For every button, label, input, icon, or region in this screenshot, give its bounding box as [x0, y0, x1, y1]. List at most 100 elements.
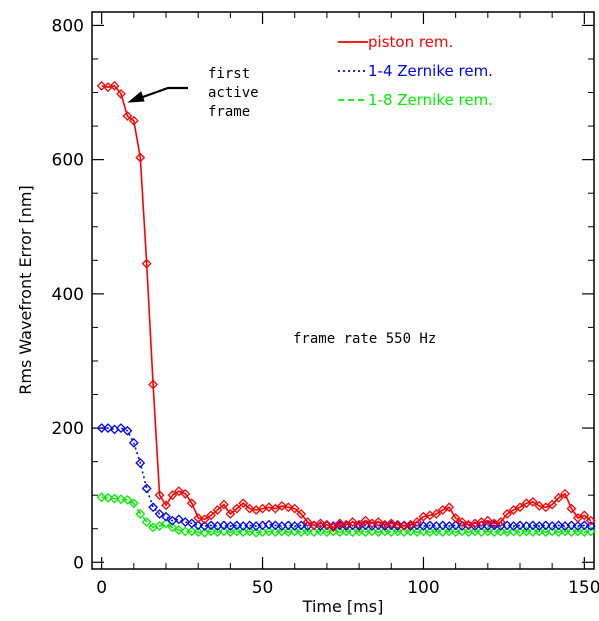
data-point: [296, 520, 307, 531]
data-point: [334, 518, 345, 529]
data-point: [128, 498, 139, 509]
legend: piston rem. 1-4 Zernike rem. 1-8 Zernike r…: [338, 33, 493, 109]
data-point: [412, 517, 422, 527]
data-point: [502, 520, 513, 531]
legend-label: 1-4 Zernike rem.: [368, 62, 493, 80]
data-point: [379, 526, 390, 537]
data-point: [148, 379, 159, 390]
data-point: [173, 486, 184, 497]
data-point: [173, 525, 184, 535]
data-point: [141, 258, 152, 269]
data-point: [315, 526, 326, 537]
data-point: [579, 510, 590, 521]
data-point: [289, 526, 300, 537]
data-point: [122, 494, 133, 505]
data-point: [392, 526, 403, 537]
data-point: [354, 526, 365, 537]
data-point: [244, 520, 255, 531]
data-point: [321, 519, 332, 530]
data-point: [141, 483, 152, 494]
first-active-frame-annotation: first active frame: [127, 66, 259, 120]
data-point: [161, 500, 171, 511]
data-point: [231, 526, 242, 537]
data-point: [225, 509, 236, 519]
data-point: [302, 517, 313, 527]
data-point: [276, 526, 287, 537]
plot-frame: [91, 11, 595, 570]
data-point: [289, 503, 300, 514]
y-tick-label: 200: [52, 419, 84, 439]
data-point: [540, 502, 551, 513]
axis-ticks: 0 50 100 150 0 200 400 600 800: [52, 12, 599, 598]
data-point: [128, 115, 139, 126]
data-point: [116, 423, 126, 433]
data-point: [283, 520, 294, 531]
data-point: [116, 88, 126, 99]
data-point: [470, 526, 480, 537]
data-point: [122, 111, 133, 121]
data-point: [283, 502, 294, 513]
data-point: [193, 513, 204, 523]
data-point: [167, 490, 178, 501]
data-point: [231, 503, 242, 514]
data-point: [450, 513, 461, 523]
data-point: [482, 526, 493, 537]
annotation-arrow: [139, 86, 188, 100]
data-point: [135, 509, 146, 519]
data-point: [109, 493, 120, 504]
series-line: [101, 84, 592, 529]
data-point: [534, 526, 545, 537]
data-point: [431, 509, 442, 519]
data-point: [354, 519, 365, 530]
data-point: [302, 526, 313, 537]
data-point: [392, 519, 403, 530]
data-point: [566, 520, 577, 531]
data-point: [341, 519, 352, 530]
data-point: [96, 492, 107, 503]
data-point: [270, 503, 281, 514]
data-point: [154, 509, 165, 519]
data-point: [502, 509, 513, 519]
series-1-4-zernike-rem-: [96, 423, 596, 531]
data-point: [122, 425, 133, 436]
data-point: [534, 500, 545, 511]
data-point: [360, 515, 371, 526]
data-point: [527, 520, 538, 531]
annotation-line-3: frame: [208, 104, 250, 120]
y-tick-label: 600: [52, 151, 84, 171]
data-point: [585, 515, 596, 526]
data-point: [367, 526, 377, 537]
data-point: [482, 515, 493, 526]
data-point: [444, 502, 455, 513]
data-point: [515, 502, 525, 513]
annotation-line-2: active: [208, 85, 259, 101]
data-point: [347, 517, 358, 527]
data-point: [206, 520, 216, 531]
data-point: [328, 526, 339, 537]
data-point: [238, 498, 249, 509]
data-point: [437, 505, 448, 515]
data-point: [244, 503, 255, 514]
series-piston-rem-: [96, 80, 596, 533]
data-point: [495, 526, 506, 537]
data-point: [206, 526, 216, 537]
data-point: [579, 520, 590, 531]
data-point: [161, 518, 171, 529]
data-point: [96, 423, 107, 433]
data-point: [154, 521, 165, 531]
data-point: [180, 517, 191, 527]
data-point: [341, 526, 352, 537]
data-point: [103, 423, 114, 433]
data-point: [418, 526, 429, 537]
data-point: [103, 492, 114, 503]
data-point: [180, 488, 191, 499]
data-point: [521, 526, 532, 537]
data-point: [457, 526, 467, 537]
data-point: [405, 519, 416, 530]
data-point: [572, 513, 583, 523]
data-point: [276, 500, 287, 511]
series-1-8-zernike-rem-: [96, 492, 596, 538]
data-point: [148, 502, 159, 513]
data-point: [444, 526, 455, 537]
